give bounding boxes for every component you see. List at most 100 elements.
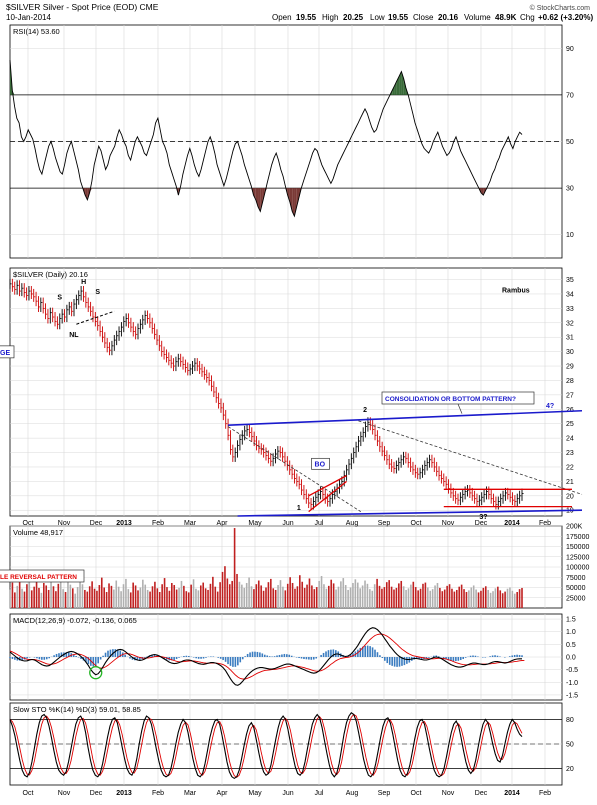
volume-bar (96, 591, 98, 608)
volume-bar (200, 585, 202, 608)
macd-histogram-bar (100, 657, 102, 660)
upper-blue-trendline (228, 411, 582, 425)
footer-x-tick: 2014 (504, 790, 520, 797)
volume-bar (379, 586, 381, 608)
volume-bar (205, 588, 207, 608)
volume-bar (14, 592, 16, 608)
ohlc-readout: Open 19.55 High 20.25 Low 19.55 Close 20… (272, 13, 593, 22)
hs-head-label: H (81, 279, 86, 286)
macd-histogram-bar (374, 650, 376, 657)
macd-histogram-bar (46, 657, 48, 659)
macd-histogram-bar (428, 657, 430, 658)
macd-histogram-bar (102, 656, 104, 657)
macd-histogram-bar (465, 657, 467, 658)
volume-bar (210, 584, 212, 608)
volume-bar (258, 581, 260, 608)
macd-histogram-bar (53, 655, 55, 657)
volume-bar (188, 592, 190, 608)
macd-histogram-bar (43, 657, 45, 660)
macd-y-tick: 0.5 (566, 642, 576, 649)
volume-bar (454, 592, 456, 608)
volume-bar (70, 585, 72, 608)
volume-bar (260, 585, 262, 608)
macd-histogram-bar (372, 647, 374, 657)
macd-histogram-bar (379, 655, 381, 657)
macd-histogram-bar (386, 657, 388, 663)
volume-bar (492, 591, 494, 608)
volume-bar (101, 578, 103, 608)
price-y-tick: 35 (566, 277, 574, 284)
volume-bar (65, 592, 67, 608)
volume-bar (106, 592, 108, 608)
volume-bar (275, 590, 277, 608)
macd-histogram-bar (227, 657, 229, 664)
macd-histogram-bar (242, 657, 244, 659)
volume-bar (19, 579, 21, 608)
volume-bar (294, 589, 296, 608)
volume-bar (461, 585, 463, 608)
volume-bar (190, 585, 192, 608)
volume-bar (316, 587, 318, 608)
volume-bar (239, 582, 241, 608)
macd-histogram-bar (391, 657, 393, 666)
macd-histogram-bar (244, 656, 246, 657)
volume-bar (77, 587, 79, 608)
volume-bar (207, 590, 209, 608)
price-y-tick: 33 (566, 306, 574, 313)
volume-bar (103, 588, 105, 609)
volume-bar (16, 586, 18, 608)
price-y-tick: 32 (566, 320, 574, 327)
macd-histogram-bar (296, 657, 298, 658)
macd-histogram-bar (406, 657, 408, 664)
volume-bar (128, 589, 130, 608)
volume-bar (99, 585, 101, 608)
vol-y-tick: 150000 (566, 544, 589, 551)
macd-histogram-bar (266, 655, 268, 657)
volume-bar (229, 584, 231, 608)
footer-x-tick: Dec (90, 790, 103, 797)
volume-bar (429, 591, 431, 608)
macd-histogram-bar (239, 657, 241, 662)
volume-bar (362, 585, 364, 608)
macd-histogram-bar (186, 656, 188, 657)
volume-bar (111, 586, 113, 608)
price-y-tick: 25 (566, 421, 574, 428)
volume-bar (507, 589, 509, 608)
volume-bar (384, 587, 386, 608)
price-y-tick: 20 (566, 493, 574, 500)
volume-bar (326, 589, 328, 608)
macd-histogram-bar (144, 657, 146, 658)
volume-bar (171, 583, 173, 608)
volume-bar (243, 588, 245, 608)
volume-bar (413, 582, 415, 608)
volume-bar (159, 592, 161, 608)
volume-bar (434, 585, 436, 608)
macd-histogram-bar (75, 656, 77, 657)
price-y-tick: 29 (566, 364, 574, 371)
macd-histogram-bar (252, 652, 254, 657)
volume-bar (89, 586, 91, 608)
volume-bar (504, 592, 506, 608)
volume-bar (367, 584, 369, 608)
macd-y-tick: 1.5 (566, 617, 576, 624)
price-x-tick: 2014 (504, 520, 520, 527)
volume-bar (251, 586, 253, 608)
volume-bar (43, 583, 45, 608)
volume-bar (161, 584, 163, 608)
volume-bar (50, 580, 52, 608)
volume-bar (268, 582, 270, 608)
volume-bar (439, 588, 441, 608)
macd-histogram-bar (367, 646, 369, 657)
volume-bar (330, 580, 332, 608)
volume-bar (422, 584, 424, 608)
volume-bar (355, 579, 357, 608)
sto-d-line (10, 715, 522, 778)
volume-bar (152, 586, 154, 608)
macd-histogram-bar (433, 656, 435, 657)
price-x-tick: Dec (475, 520, 488, 527)
macd-histogram-bar (264, 655, 266, 657)
rsi-y-tick: 10 (566, 232, 574, 239)
volume-bar (304, 588, 306, 608)
volume-bar (468, 590, 470, 608)
footer-x-tick: Dec (475, 790, 488, 797)
